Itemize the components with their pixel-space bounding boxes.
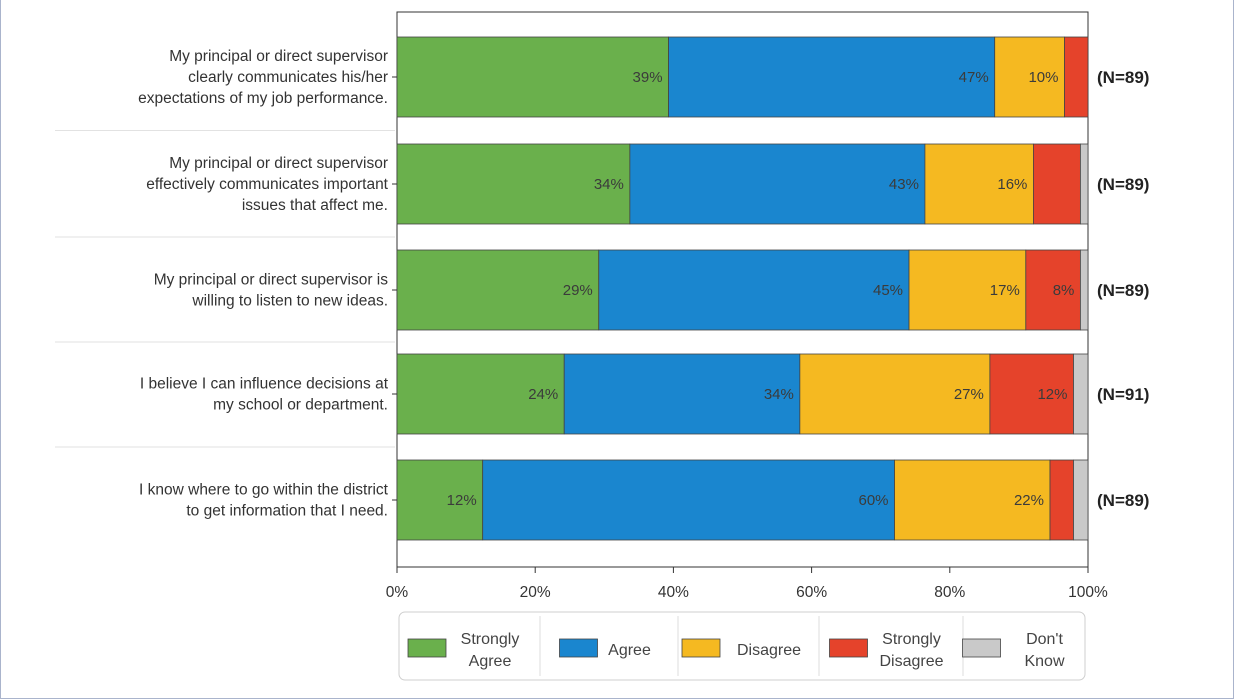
bar-segment (1073, 353, 1089, 435)
x-tick-label: 0% (386, 584, 409, 601)
value-label: 24% (528, 386, 558, 403)
value-label: 29% (563, 282, 593, 299)
value-label: 12% (1037, 386, 1067, 403)
n-label: (N=89) (1097, 175, 1149, 194)
value-label: 12% (447, 492, 477, 509)
bar-segment (894, 459, 1051, 541)
n-label: (N=89) (1097, 281, 1149, 300)
value-labels-group: 39% 47% 10% 34% 43% 16% 29% 45% 17% 8% 24% 34% 27% 12… (447, 69, 1075, 509)
n-label: (N=91) (1097, 385, 1149, 404)
value-label: 27% (954, 386, 984, 403)
value-label: 34% (764, 386, 794, 403)
bar-segment (563, 353, 801, 435)
bar-segment (1079, 249, 1089, 331)
value-label: 47% (959, 69, 989, 86)
row-separators (55, 130, 395, 448)
legend-swatch (559, 638, 598, 658)
category-label: I know where to go within the district to… (139, 482, 389, 520)
value-label: 22% (1014, 492, 1044, 509)
value-label: 8% (1053, 282, 1075, 299)
value-label: 39% (633, 69, 663, 86)
bar-segment (396, 36, 669, 118)
bar-segment (668, 36, 996, 118)
category-label: My principal or direct supervisor is will… (154, 272, 389, 310)
x-tick-label: 40% (658, 584, 689, 601)
value-label: 16% (997, 176, 1027, 193)
value-label: 43% (889, 176, 919, 193)
legend-label: Don't Know (1024, 631, 1064, 670)
x-tick-label: 100% (1068, 584, 1108, 601)
bar-segment (1079, 143, 1089, 225)
bar-segment (1073, 459, 1089, 541)
bar-segment (598, 249, 910, 331)
n-label: (N=89) (1097, 491, 1149, 510)
bar-segment (989, 353, 1074, 435)
value-label: 17% (990, 282, 1020, 299)
x-tick-label: 60% (796, 584, 827, 601)
legend-swatch (681, 638, 721, 658)
legend-label: Disagree (737, 642, 801, 659)
bar-segment (799, 353, 991, 435)
legend-label: Agree (608, 642, 651, 659)
legend-swatch (407, 638, 447, 658)
bar-segment (1049, 459, 1074, 541)
bar-segment (924, 143, 1034, 225)
bar-segment (482, 459, 895, 541)
bar-segment (629, 143, 926, 225)
value-label: 34% (594, 176, 624, 193)
value-label: 60% (858, 492, 888, 509)
legend: Strongly Agree Agree Disagree Strongly Disagr… (398, 611, 1086, 681)
category-label: I believe I can influence decisions at my… (140, 376, 389, 414)
bar-segment (1064, 36, 1089, 118)
n-label: (N=89) (1097, 68, 1149, 87)
legend-swatch (829, 638, 868, 658)
category-label: My principal or direct supervisor effecti… (146, 155, 388, 214)
x-axis: 0% 20% 40% 60% 80% 100% (386, 567, 1108, 601)
legend-swatch (962, 638, 1001, 658)
bar-segment (994, 36, 1065, 118)
bars-group (396, 36, 1089, 541)
bar-segment (396, 353, 565, 435)
x-tick-label: 20% (520, 584, 551, 601)
legend-box (398, 611, 1086, 681)
legend-label: Strongly Agree (461, 631, 520, 670)
bar-segment (1025, 249, 1081, 331)
value-label: 45% (873, 282, 903, 299)
bar-segment (908, 249, 1027, 331)
n-labels-group: (N=89) (N=89) (N=89) (N=91) (N=89) (1097, 68, 1149, 510)
x-tick-label: 80% (934, 584, 965, 601)
category-labels-group: My principal or direct supervisor clearly… (138, 48, 397, 520)
category-label: My principal or direct supervisor clearly… (138, 48, 388, 107)
bar-segment (396, 459, 484, 541)
bar-segment (1033, 143, 1081, 225)
value-label: 10% (1028, 69, 1058, 86)
legend-label: Strongly Disagree (879, 631, 943, 670)
